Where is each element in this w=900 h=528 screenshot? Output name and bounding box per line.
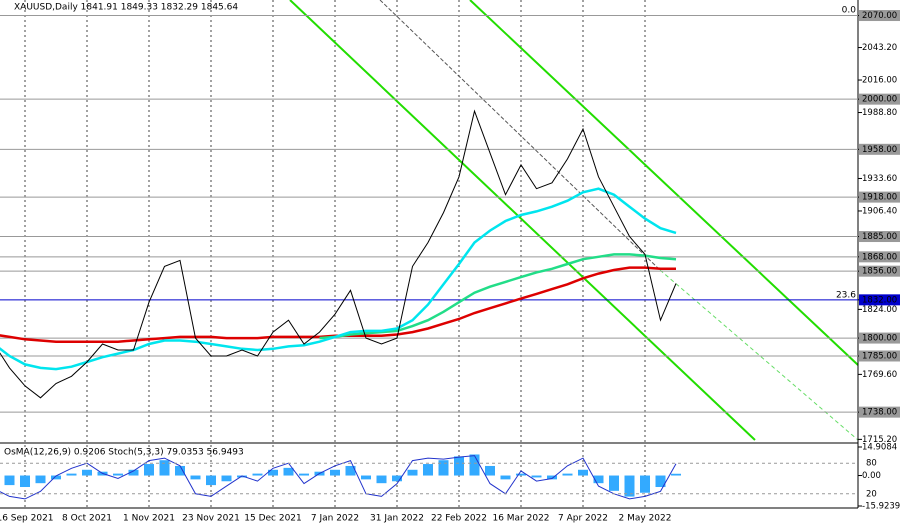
y-tick-label: 14.9084 (862, 443, 897, 453)
osma-bar (35, 475, 46, 484)
y-tick-label: 1769.60 (862, 370, 897, 380)
y-tick-label: 2016.00 (862, 76, 897, 86)
level-box (859, 350, 900, 362)
y-tick-label: 1856.00 (862, 267, 897, 277)
y-tick-label: 1738.00 (862, 408, 897, 418)
x-tick-label: 7 Jan 2022 (311, 514, 359, 524)
osma-bar (113, 473, 123, 476)
osma-bar (454, 456, 464, 476)
level-box (859, 231, 900, 243)
osma-bar (376, 475, 387, 484)
level-box (859, 406, 900, 418)
osma-bar (4, 475, 15, 486)
y-tick-label: 1988.80 (862, 108, 897, 118)
osma-bar (345, 465, 356, 476)
osma-bar (423, 464, 433, 476)
y-tick-label: -15.9239 (862, 502, 900, 512)
level-box (859, 191, 900, 203)
osma-bar (671, 473, 681, 476)
osma-bar (66, 473, 77, 476)
level-box (859, 93, 900, 105)
level-box (859, 294, 900, 306)
x-tick-label: 16 Mar 2022 (492, 514, 549, 524)
osma-bar (252, 473, 263, 476)
osma-bar (547, 475, 557, 480)
osma-bar (51, 475, 61, 480)
osma-bar (640, 475, 650, 493)
y-tick-label: 2043.20 (862, 43, 897, 53)
osma-bar (562, 473, 573, 476)
osma-bar (531, 475, 542, 478)
x-tick-label: 7 Apr 2022 (558, 514, 608, 524)
moving-average (0, 187, 677, 371)
osma-bar (159, 460, 170, 476)
y-tick-label: 1906.40 (862, 206, 897, 216)
osma-bar (175, 465, 185, 476)
trend-line (469, 0, 859, 366)
y-tick-label: 1918.00 (862, 193, 897, 203)
osma-bar (655, 475, 666, 488)
level-box (859, 265, 900, 277)
osma-bar (144, 464, 154, 476)
level-box (859, 143, 900, 155)
indicator-label: OsMA(12,26,9) 0.9206 Stoch(5,3,3) 79.035… (4, 448, 244, 458)
y-tick-label: 1824.00 (862, 305, 897, 315)
y-tick-label: 80 (866, 459, 877, 469)
osma-bar (407, 469, 418, 476)
trend-line (289, 0, 756, 441)
osma-bar (128, 469, 139, 476)
x-tick-label: 31 Jan 2022 (370, 514, 424, 524)
osma-bar (516, 473, 526, 476)
osma-bar (438, 460, 449, 476)
x-tick-label: 23 Nov 2021 (182, 514, 240, 524)
osma-bar (20, 475, 30, 488)
x-tick-label: 16 Sep 2021 (0, 514, 54, 524)
y-tick-label: 1868.00 (862, 252, 897, 262)
level-box (859, 332, 900, 344)
y-tick-label: 20 (866, 489, 877, 499)
y-tick-label: 2000.00 (862, 95, 897, 105)
x-tick-label: 15 Dec 2021 (244, 514, 302, 524)
osma-bar (485, 465, 495, 476)
moving-average (319, 253, 677, 340)
osma-bar (82, 469, 92, 476)
osma-bar (206, 475, 216, 486)
chart-title: XAUUSD,Daily 1841.91 1849.33 1832.29 184… (14, 3, 238, 13)
fib-label: 23.6 (836, 290, 856, 300)
level-box (859, 251, 900, 263)
y-tick-label: 1958.00 (862, 145, 897, 155)
x-tick-label: 22 Feb 2022 (431, 514, 487, 524)
osma-bar (593, 475, 604, 484)
osma-bar (361, 475, 371, 480)
trend-line (379, 0, 661, 271)
x-tick-label: 2 May 2022 (619, 514, 672, 524)
stoch-line (0, 455, 677, 500)
y-tick-label: 1832.00 (862, 295, 897, 305)
y-tick-label: 1785.00 (862, 351, 897, 361)
y-tick-label: 1800.00 (862, 334, 897, 344)
osma-bar (500, 475, 511, 480)
osma-bar (283, 467, 294, 476)
price-line (0, 109, 677, 399)
osma-bar (392, 475, 402, 482)
y-tick-label: 2070.00 (862, 11, 897, 21)
osma-bar (299, 473, 309, 476)
osma-bar (624, 475, 635, 497)
osma-bar (268, 469, 278, 476)
y-tick-label: 0.00 (862, 471, 881, 481)
y-tick-label: 1933.60 (862, 174, 897, 184)
osma-bar (190, 475, 201, 480)
y-tick-label: 1715.20 (862, 435, 897, 445)
x-tick-label: 1 Nov 2021 (123, 514, 175, 524)
level-label: 0.0 (842, 6, 857, 16)
osma-bar (609, 475, 619, 491)
osma-bar (578, 469, 588, 476)
y-tick-label: 1885.00 (862, 232, 897, 242)
osma-bar (221, 475, 232, 482)
osma-bar (330, 469, 340, 476)
osma-bar (469, 454, 480, 476)
level-box (859, 10, 900, 22)
x-tick-label: 8 Oct 2021 (62, 514, 112, 524)
